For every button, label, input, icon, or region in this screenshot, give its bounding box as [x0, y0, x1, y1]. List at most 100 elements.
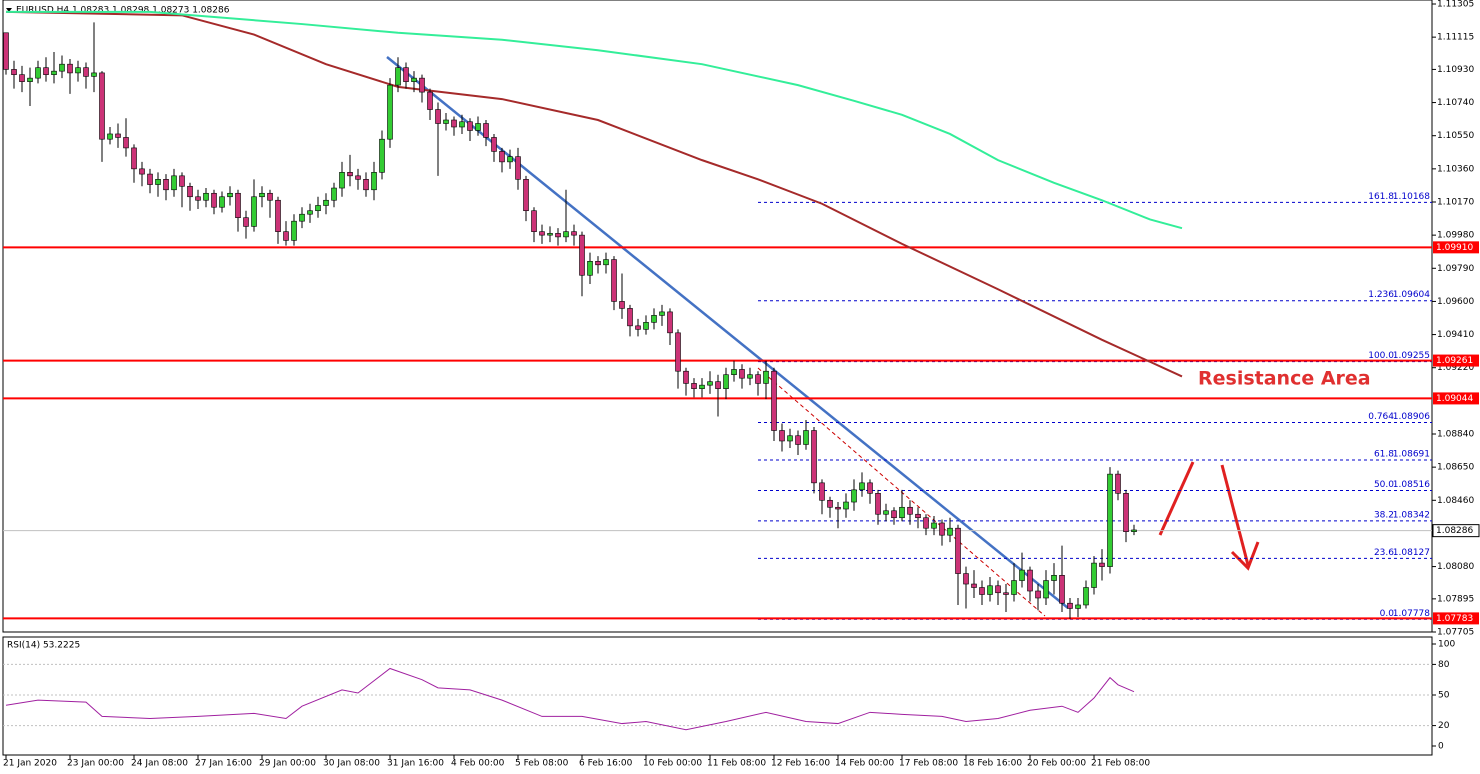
- candle-body: [787, 435, 793, 442]
- candle-body: [403, 67, 409, 82]
- candle-body: [547, 233, 553, 236]
- candle-body: [1131, 529, 1137, 532]
- candle-body: [675, 332, 681, 372]
- candle-body: [35, 67, 41, 79]
- candle-body: [91, 72, 97, 77]
- candle-body: [611, 259, 617, 302]
- candle-body: [627, 308, 633, 327]
- trend-line: [386, 56, 1069, 609]
- candle-body: [955, 527, 961, 574]
- candle-body: [371, 172, 377, 191]
- annotation: Resistance Area: [1198, 368, 1371, 390]
- candle-body: [1043, 580, 1049, 599]
- candle-body: [163, 179, 169, 191]
- y-tick-label: 1.11115: [1437, 33, 1474, 43]
- candle-body: [43, 67, 49, 75]
- candle-body: [299, 213, 305, 222]
- candle-body: [931, 522, 937, 529]
- rsi-panel: [2, 636, 1433, 756]
- candle-body: [11, 69, 17, 75]
- candle-body: [363, 179, 369, 191]
- candle-body: [211, 192, 217, 208]
- fib-price: 1.08691: [1393, 449, 1430, 459]
- candle-body: [283, 231, 289, 241]
- candle-body: [867, 482, 873, 494]
- candle-body: [843, 501, 849, 510]
- candle-body: [1059, 575, 1065, 604]
- candle-body: [859, 482, 865, 491]
- candle-body: [1035, 590, 1041, 599]
- candle-body: [963, 573, 969, 585]
- candle-body: [771, 370, 777, 431]
- fib-price: 1.09604: [1393, 290, 1430, 300]
- y-tick-label: 1.08460: [1437, 496, 1474, 506]
- fib-price: 1.08342: [1393, 510, 1430, 520]
- candle-body: [731, 369, 737, 375]
- y-tick-label: 0: [1438, 742, 1444, 752]
- candle-body: [899, 506, 905, 519]
- candle-body: [507, 156, 513, 163]
- candle-body: [475, 123, 481, 131]
- x-tick-label: 17 Feb 08:00: [899, 759, 958, 769]
- candle-body: [467, 121, 473, 131]
- candle-body: [947, 527, 953, 536]
- candle-body: [579, 234, 585, 276]
- candle-body: [747, 374, 753, 379]
- candle-body: [699, 384, 705, 389]
- y-tick-label: 20: [1438, 721, 1450, 731]
- candle-body: [715, 381, 721, 389]
- candle-body: [67, 63, 73, 74]
- candle-body: [803, 430, 809, 445]
- x-tick-label: 4 Feb 00:00: [451, 759, 505, 769]
- candle-body: [339, 172, 345, 189]
- candle-body: [555, 233, 561, 238]
- x-tick-label: 11 Feb 08:00: [707, 759, 766, 769]
- level-box: [1433, 241, 1479, 254]
- candle-body: [499, 151, 505, 163]
- level-label: 1.09910: [1436, 243, 1473, 253]
- candle-body: [1011, 580, 1017, 595]
- x-tick-label: 6 Feb 16:00: [579, 759, 633, 769]
- candle-body: [723, 374, 729, 389]
- candle-body: [267, 192, 273, 201]
- candle-body: [115, 133, 121, 138]
- candle-body: [323, 199, 329, 206]
- x-tick-label: 5 Feb 08:00: [515, 759, 569, 769]
- x-tick-label: 18 Feb 16:00: [963, 759, 1022, 769]
- y-tick-label: 1.10930: [1437, 65, 1474, 75]
- candle-body: [939, 522, 945, 536]
- candle-body: [979, 587, 985, 595]
- candle-body: [179, 175, 185, 187]
- candle-body: [131, 147, 137, 170]
- candle-body: [1003, 592, 1009, 595]
- level-label: 1.09044: [1436, 394, 1473, 404]
- candle-body: [683, 370, 689, 384]
- fib-price: 1.07778: [1393, 609, 1430, 619]
- x-tick-label: 20 Feb 00:00: [1027, 759, 1086, 769]
- y-tick-label: 1.10170: [1437, 197, 1474, 207]
- candle-body: [915, 513, 921, 519]
- y-tick-label: 1.09410: [1437, 330, 1474, 340]
- fib-price: 1.08516: [1393, 480, 1430, 490]
- candle-body: [595, 261, 601, 266]
- x-tick-label: 30 Jan 08:00: [323, 759, 380, 769]
- candle-body: [835, 506, 841, 510]
- candle-body: [27, 77, 33, 82]
- candle-body: [259, 192, 265, 198]
- candle-body: [1083, 587, 1089, 606]
- fib-level: 1.236: [1368, 290, 1394, 300]
- candle-body: [883, 510, 889, 515]
- candle-body: [203, 192, 209, 201]
- candle-body: [819, 482, 825, 501]
- y-tick-label: 1.08840: [1437, 430, 1474, 440]
- candle-body: [691, 383, 697, 389]
- y-tick-label: 100: [1438, 640, 1455, 650]
- candle-body: [155, 179, 161, 185]
- fib-price: 1.09255: [1393, 351, 1430, 361]
- level-box: [1433, 612, 1479, 625]
- x-tick-label: 10 Feb 00:00: [643, 759, 702, 769]
- candle-body: [235, 192, 241, 218]
- candle-body: [763, 370, 769, 384]
- moving-average: [6, 10, 1183, 230]
- x-tick-label: 21 Jan 2020: [3, 759, 57, 769]
